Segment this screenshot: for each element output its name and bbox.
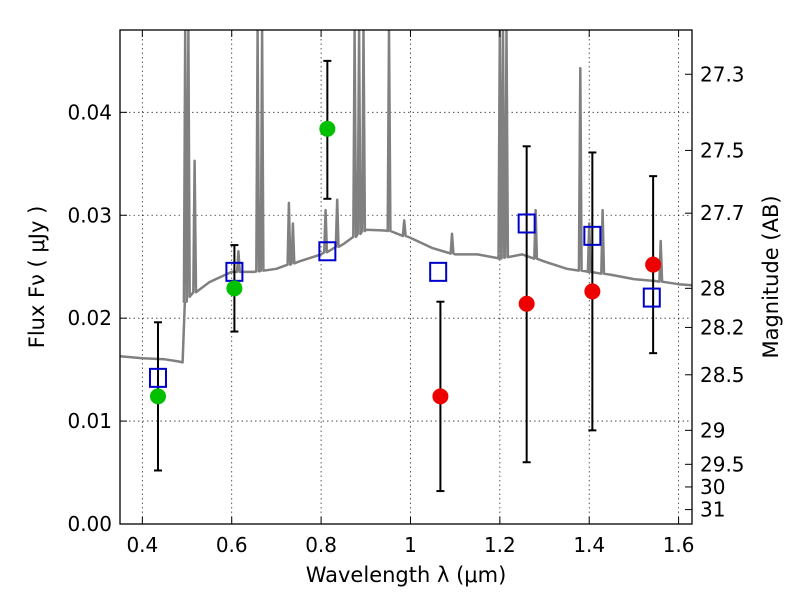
right-tick-label: 27.3 xyxy=(700,62,745,86)
right-tick-label: 27.7 xyxy=(700,201,745,225)
right-tick-label: 28.2 xyxy=(700,315,745,339)
y-tick-label: 0.01 xyxy=(67,409,112,433)
x-tick-label: 1 xyxy=(404,533,417,557)
detection-point xyxy=(319,120,336,137)
ticks-layer: 0.4 0.6 0.8 1 1.2 1.4 1.6 0.00 0.01 0.02 0.03 0.04 2… xyxy=(67,30,745,557)
x-tick-label: 1.6 xyxy=(663,533,695,557)
right-tick-label: 28.5 xyxy=(700,363,745,387)
right-tick-label: 28 xyxy=(700,276,725,300)
model-photometry-square xyxy=(517,213,536,234)
points-layer xyxy=(148,59,662,493)
low-sn-point xyxy=(645,256,662,273)
detection-point xyxy=(226,280,243,297)
model-photometry-square xyxy=(318,241,337,262)
x-tick-label: 0.6 xyxy=(216,533,248,557)
y-tick-label: 0.03 xyxy=(67,203,112,227)
x-tick-label: 1.2 xyxy=(484,533,516,557)
x-tick-label: 0.8 xyxy=(305,533,337,557)
y-tick-label: 0.04 xyxy=(67,100,112,124)
right-axis-title: Magnitude (AB) xyxy=(759,195,783,358)
right-tick-label: 30 xyxy=(700,475,725,499)
right-tick-label: 29.5 xyxy=(700,452,745,476)
right-tick-label: 31 xyxy=(700,498,725,522)
detection-point xyxy=(149,388,166,405)
right-tick-label: 29 xyxy=(700,418,725,442)
spectrum-layer xyxy=(120,30,692,364)
model-photometry-square xyxy=(642,287,661,308)
y-tick-label: 0.02 xyxy=(67,306,112,330)
low-sn-point xyxy=(584,283,601,300)
x-tick-label: 1.4 xyxy=(573,533,605,557)
right-tick-label: 27.5 xyxy=(700,138,745,162)
y-tick-label: 0.00 xyxy=(67,512,112,536)
x-axis-title: Wavelength λ (μm) xyxy=(306,563,507,587)
model-photometry-square xyxy=(148,367,167,388)
x-tick-label: 0.4 xyxy=(126,533,158,557)
model-spectrum-line xyxy=(120,30,692,364)
plot-frame xyxy=(119,29,693,525)
model-photometry-square xyxy=(429,261,448,282)
y-axis-title: Flux Fν ( μJy ) xyxy=(25,206,49,349)
model-photometry-square xyxy=(583,225,602,246)
low-sn-point xyxy=(432,388,449,405)
low-sn-point xyxy=(518,295,535,312)
